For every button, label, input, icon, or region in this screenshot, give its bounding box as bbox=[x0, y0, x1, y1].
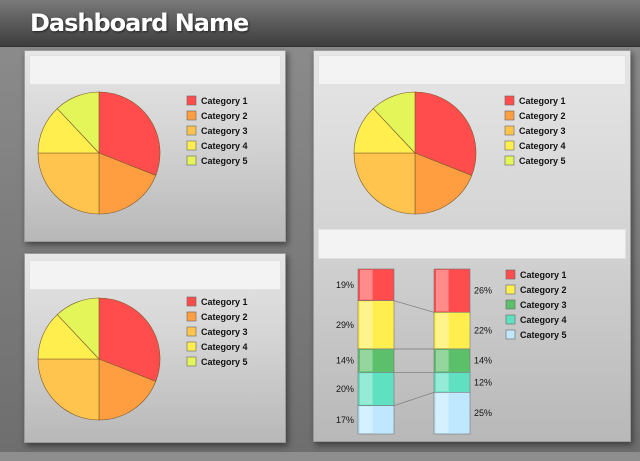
legend-label-category-2: Category 2 bbox=[520, 285, 567, 295]
legend-label-category-5: Category 5 bbox=[201, 357, 248, 367]
legend-swatch-category-4 bbox=[186, 140, 197, 151]
data-label: 22% bbox=[474, 326, 492, 336]
legend-swatch-category-4 bbox=[504, 140, 515, 151]
bar-highlight bbox=[436, 313, 449, 348]
bar-highlight bbox=[436, 373, 449, 392]
chart-legend: Category 1 Category 2 Category 3 Category 4… bbox=[186, 296, 248, 367]
panel-title-bar bbox=[29, 260, 281, 290]
legend-label-category-1: Category 1 bbox=[519, 96, 566, 106]
legend-swatch-category-4 bbox=[186, 341, 197, 352]
chart-legend: Category 1 Category 2 Category 3 Category 4… bbox=[504, 95, 566, 166]
legend-label-category-2: Category 2 bbox=[519, 111, 566, 121]
pie-slice-category-3 bbox=[37, 358, 100, 421]
pie-chart: Category 1 Category 2 Category 3 Category 4… bbox=[353, 91, 566, 215]
panel-title-bar bbox=[318, 55, 626, 85]
legend-swatch-category-5 bbox=[186, 356, 197, 367]
legend-swatch-category-1 bbox=[186, 95, 197, 106]
data-label: 25% bbox=[474, 408, 492, 418]
legend-swatch-category-2 bbox=[505, 284, 516, 295]
bar-segment-category-5 bbox=[433, 392, 471, 435]
legend-swatch-category-3 bbox=[505, 299, 516, 310]
legend-label-category-3: Category 3 bbox=[520, 300, 567, 310]
bar-highlight bbox=[436, 350, 449, 372]
bar-segment-category-1 bbox=[433, 268, 471, 313]
bar-highlight bbox=[360, 350, 373, 372]
pie-slice-category-1 bbox=[414, 91, 477, 176]
data-label: 29% bbox=[336, 320, 354, 330]
data-label: 14% bbox=[474, 356, 492, 366]
bar-highlight bbox=[360, 270, 373, 300]
legend-label-category-4: Category 4 bbox=[201, 141, 248, 151]
pie-slice-category-3 bbox=[37, 152, 100, 215]
legend-swatch-category-3 bbox=[186, 326, 197, 337]
legend-swatch-category-2 bbox=[186, 110, 197, 121]
pie-chart: Category 1 Category 2 Category 3 Category 4… bbox=[37, 296, 248, 421]
bar-segment-category-2 bbox=[357, 300, 395, 350]
stacked-bar-chart: 19% 29% 14% 20% 17% 26% 22% 14% 12% 25% Category 1… bbox=[336, 268, 567, 435]
panel-bottom-left: Category 1 Category 2 Category 3 Category 4… bbox=[24, 253, 286, 443]
legend-swatch-category-1 bbox=[504, 95, 515, 106]
legend-label-category-3: Category 3 bbox=[519, 126, 566, 136]
legend-swatch-category-1 bbox=[505, 269, 516, 280]
legend-swatch-category-3 bbox=[504, 125, 515, 136]
legend-label-category-4: Category 4 bbox=[519, 141, 566, 151]
pie-slice-category-1 bbox=[98, 297, 161, 382]
bar-segment-category-5 bbox=[357, 405, 395, 435]
connector-line bbox=[393, 392, 435, 406]
legend-swatch-category-3 bbox=[186, 125, 197, 136]
legend-label-category-4: Category 4 bbox=[201, 342, 248, 352]
legend-swatch-category-5 bbox=[504, 155, 515, 166]
connector-line bbox=[393, 300, 435, 313]
pie-slice-category-5 bbox=[56, 297, 100, 360]
dashboard-title: Dashboard Name bbox=[30, 9, 249, 37]
chart-legend: Category 1 Category 2 Category 3 Category 4… bbox=[505, 269, 567, 340]
pie-slice-category-5 bbox=[56, 91, 100, 154]
pie-slice-category-2 bbox=[414, 152, 473, 215]
legend-swatch-category-5 bbox=[186, 155, 197, 166]
data-label: 17% bbox=[336, 415, 354, 425]
data-label: 12% bbox=[474, 377, 492, 387]
bar-highlight bbox=[360, 373, 373, 405]
data-label: 20% bbox=[336, 384, 354, 394]
pie-slice-category-1 bbox=[98, 91, 161, 176]
legend-swatch-category-2 bbox=[504, 110, 515, 121]
legend-swatch-category-5 bbox=[505, 329, 516, 340]
legend-swatch-category-1 bbox=[186, 296, 197, 307]
panel-title-bar bbox=[318, 229, 626, 259]
legend-label-category-5: Category 5 bbox=[519, 156, 566, 166]
bar-segment-category-1 bbox=[357, 268, 395, 301]
pie-slice-category-3 bbox=[353, 152, 416, 215]
panel-top-right: Category 1 Category 2 Category 3 Category 4… bbox=[313, 50, 631, 442]
legend-label-category-3: Category 3 bbox=[201, 327, 248, 337]
legend-label-category-3: Category 3 bbox=[201, 126, 248, 136]
legend-label-category-2: Category 2 bbox=[201, 111, 248, 121]
data-label: 19% bbox=[336, 280, 354, 290]
legend-label-category-5: Category 5 bbox=[520, 330, 567, 340]
panel-top-left: Category 1 Category 2 Category 3 Category 4… bbox=[24, 50, 286, 242]
data-label: 26% bbox=[474, 286, 492, 296]
bar-highlight bbox=[436, 270, 449, 312]
legend-swatch-category-4 bbox=[505, 314, 516, 325]
bar-segment-category-4 bbox=[357, 372, 395, 406]
legend-label-category-1: Category 1 bbox=[201, 96, 248, 106]
panel-title-bar bbox=[29, 55, 281, 85]
dashboard-header: Dashboard Name bbox=[0, 0, 640, 47]
pie-slice-category-2 bbox=[98, 358, 157, 421]
legend-label-category-5: Category 5 bbox=[201, 156, 248, 166]
bar-highlight bbox=[360, 301, 373, 348]
pie-slice-category-2 bbox=[98, 152, 157, 215]
bar-highlight bbox=[436, 393, 449, 433]
legend-label-category-2: Category 2 bbox=[201, 312, 248, 322]
data-label: 14% bbox=[336, 356, 354, 366]
bar-highlight bbox=[360, 406, 373, 433]
legend-swatch-category-2 bbox=[186, 311, 197, 322]
legend-label-category-4: Category 4 bbox=[520, 315, 567, 325]
chart-legend: Category 1 Category 2 Category 3 Category 4… bbox=[186, 95, 248, 166]
legend-label-category-1: Category 1 bbox=[520, 270, 567, 280]
pie-slice-category-5 bbox=[372, 91, 416, 154]
pie-chart: Category 1 Category 2 Category 3 Category 4… bbox=[37, 91, 248, 215]
legend-label-category-1: Category 1 bbox=[201, 297, 248, 307]
